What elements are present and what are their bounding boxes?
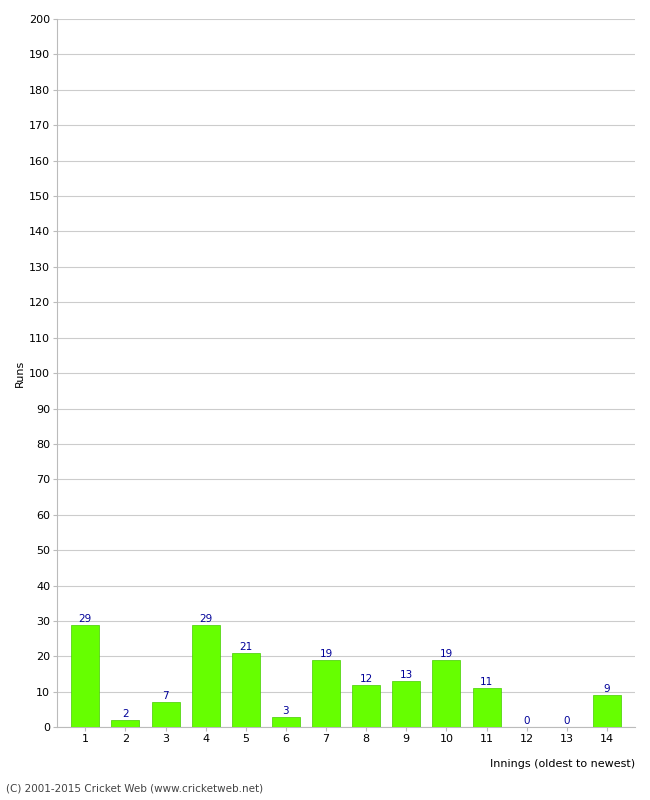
- Text: 7: 7: [162, 691, 169, 702]
- Text: Innings (oldest to newest): Innings (oldest to newest): [490, 759, 635, 769]
- Text: 9: 9: [604, 684, 610, 694]
- Text: 13: 13: [400, 670, 413, 680]
- Bar: [432, 660, 460, 727]
- Bar: [473, 688, 501, 727]
- Bar: [593, 695, 621, 727]
- Bar: [232, 653, 260, 727]
- Bar: [392, 682, 421, 727]
- Y-axis label: Runs: Runs: [15, 359, 25, 386]
- Bar: [72, 625, 99, 727]
- Text: 21: 21: [239, 642, 252, 652]
- Bar: [151, 702, 179, 727]
- Text: 0: 0: [523, 716, 530, 726]
- Text: 3: 3: [283, 706, 289, 715]
- Bar: [272, 717, 300, 727]
- Text: (C) 2001-2015 Cricket Web (www.cricketweb.net): (C) 2001-2015 Cricket Web (www.cricketwe…: [6, 784, 264, 794]
- Text: 11: 11: [480, 678, 493, 687]
- Text: 0: 0: [564, 716, 570, 726]
- Bar: [192, 625, 220, 727]
- Text: 19: 19: [319, 649, 333, 659]
- Bar: [312, 660, 340, 727]
- Text: 29: 29: [199, 614, 213, 623]
- Text: 12: 12: [359, 674, 373, 684]
- Bar: [111, 720, 140, 727]
- Text: 2: 2: [122, 709, 129, 719]
- Text: 29: 29: [79, 614, 92, 623]
- Bar: [352, 685, 380, 727]
- Text: 19: 19: [440, 649, 453, 659]
